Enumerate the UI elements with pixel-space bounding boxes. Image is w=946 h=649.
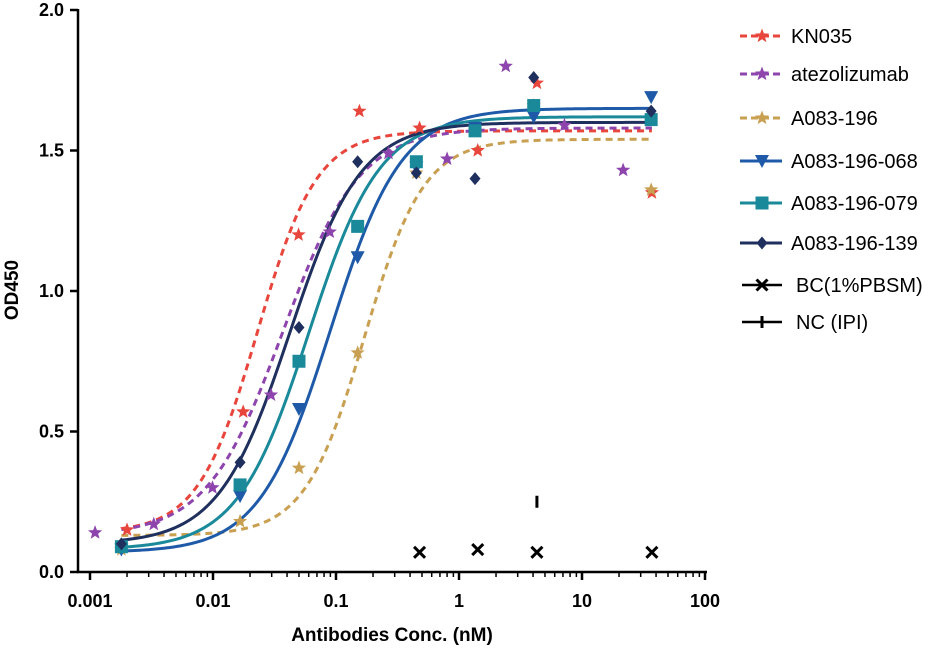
legend-label-5: A083-196-139 (791, 233, 918, 255)
data-point-s5-5 (469, 172, 481, 186)
legend-item-2: A083-196 (740, 108, 878, 130)
y-tick-label: 2.0 (39, 0, 64, 20)
data-point-s5-7 (645, 104, 657, 118)
data-point-s1-6 (439, 151, 455, 165)
data-point-s5-6 (528, 70, 540, 84)
y-tick-label: 0.5 (39, 422, 64, 442)
legend-marker-5 (756, 236, 768, 250)
x-tick-label: 10 (572, 591, 592, 611)
data-point-s0-4 (412, 120, 427, 135)
data-point-s6-2-stroke (530, 545, 544, 559)
x-tick-label: 0.01 (195, 591, 230, 611)
data-point-s3-7 (644, 91, 659, 105)
x-ticks: 0.001 0.01 0.1 1 10 100 (67, 572, 720, 611)
data-point-s3-6 (526, 110, 541, 124)
data-point-s0-1 (236, 404, 251, 418)
data-point-s2-3 (350, 345, 365, 359)
y-axis-title: OD450 (2, 260, 23, 320)
data-point-s0-2 (291, 227, 306, 241)
data-point-s2-1 (232, 513, 248, 528)
data-point-s3-3 (350, 251, 365, 265)
legend-item-5: A083-196-139 (740, 233, 918, 255)
fit-curves (121, 106, 652, 553)
data-point-s1-1 (146, 516, 161, 531)
legend-marker-6 (755, 278, 769, 292)
legend-item-3: A083-196-068 (740, 151, 918, 173)
legend-marker-3 (755, 155, 769, 168)
legend-item-1: atezolizumab (740, 64, 909, 86)
data-point-s6-1-stroke (471, 542, 485, 557)
y-tick-label: 1.5 (39, 141, 64, 161)
legend-marker-4 (755, 196, 769, 210)
data-point-s4-4 (409, 155, 423, 169)
legend-label-1: atezolizumab (791, 64, 909, 86)
data-point-s6-2 (530, 545, 544, 559)
data-point-s4-1 (233, 478, 247, 492)
legend-marker-2 (754, 110, 770, 125)
data-point-s1-3 (263, 387, 279, 402)
data-point-s1-7 (498, 58, 513, 73)
x-tick-label: 100 (690, 591, 720, 611)
data-point-s1-4 (322, 224, 337, 239)
y-ticks: 0.0 0.5 1.0 1.5 2.0 (39, 0, 78, 582)
axes: 0.001 0.01 0.1 1 10 100 0.0 0.5 1.0 1.5 2.0 Antib… (2, 0, 720, 646)
legend-label-7: NC (IPI) (796, 312, 868, 334)
legend-label-6: BC(1%PBSM) (796, 275, 923, 297)
data-points (87, 58, 660, 559)
x-axis-title: Antibodies Conc. (nM) (291, 625, 493, 646)
data-point-s3-2 (291, 403, 306, 417)
data-point-s5-3 (352, 155, 364, 169)
data-point-s6-3-stroke (645, 545, 659, 559)
legend-item-0: KN035 (740, 26, 852, 48)
legend-label-4: A083-196-079 (791, 193, 918, 215)
legend-item-7: NC (IPI) (742, 312, 868, 334)
data-point-s0-0 (119, 522, 135, 536)
legend-marker-0 (754, 28, 770, 43)
data-point-s4-2 (292, 354, 306, 368)
fit-curve-2 (121, 137, 652, 537)
data-point-s1-5 (381, 145, 396, 160)
legend: KN035 atezolizumab A083-196 A083-196-068 A08… (740, 26, 923, 334)
legend-marker-1 (754, 66, 770, 81)
data-point-s3-1 (233, 490, 248, 504)
data-point-s0-3 (352, 103, 367, 118)
data-point-s4-5 (468, 124, 482, 138)
legend-label-2: A083-196 (791, 108, 878, 130)
data-point-s4-6 (527, 99, 541, 113)
data-point-s2-7 (644, 182, 659, 196)
data-point-s5-1 (234, 455, 246, 469)
fit-curve-1 (121, 126, 652, 532)
x-tick-label: 1 (454, 591, 464, 611)
fit-curve-4 (121, 115, 652, 549)
data-point-s1-0 (87, 525, 103, 539)
data-point-s6-0-stroke (413, 545, 427, 559)
x-tick-label: 0.001 (67, 591, 112, 611)
legend-label-3: A083-196-068 (791, 151, 918, 173)
data-point-s6-1 (471, 542, 485, 557)
data-point-s5-4 (410, 166, 422, 180)
data-point-s0-5 (470, 143, 485, 157)
legend-item-4: A083-196-079 (740, 193, 918, 215)
data-point-s1-9 (616, 162, 631, 177)
data-point-s1-8 (557, 117, 572, 132)
y-tick-label: 1.0 (39, 281, 64, 301)
x-tick-label: 0.1 (323, 591, 348, 611)
data-point-s0-6 (529, 75, 545, 90)
legend-marker-6-stroke (755, 278, 769, 292)
fit-curve-3 (121, 106, 652, 553)
legend-item-6: BC(1%PBSM) (742, 275, 923, 297)
y-tick-label: 0.0 (39, 562, 64, 582)
data-point-s5-0 (115, 537, 127, 551)
data-point-s4-7 (644, 113, 658, 127)
data-point-s6-0 (413, 545, 427, 559)
legend-label-0: KN035 (791, 26, 852, 48)
data-point-s4-3 (351, 219, 365, 233)
data-point-s2-2 (291, 460, 307, 475)
data-point-s1-2 (205, 480, 220, 494)
data-point-s5-2 (293, 321, 305, 335)
fit-curve-0 (121, 129, 652, 531)
data-point-s6-3 (645, 545, 659, 559)
